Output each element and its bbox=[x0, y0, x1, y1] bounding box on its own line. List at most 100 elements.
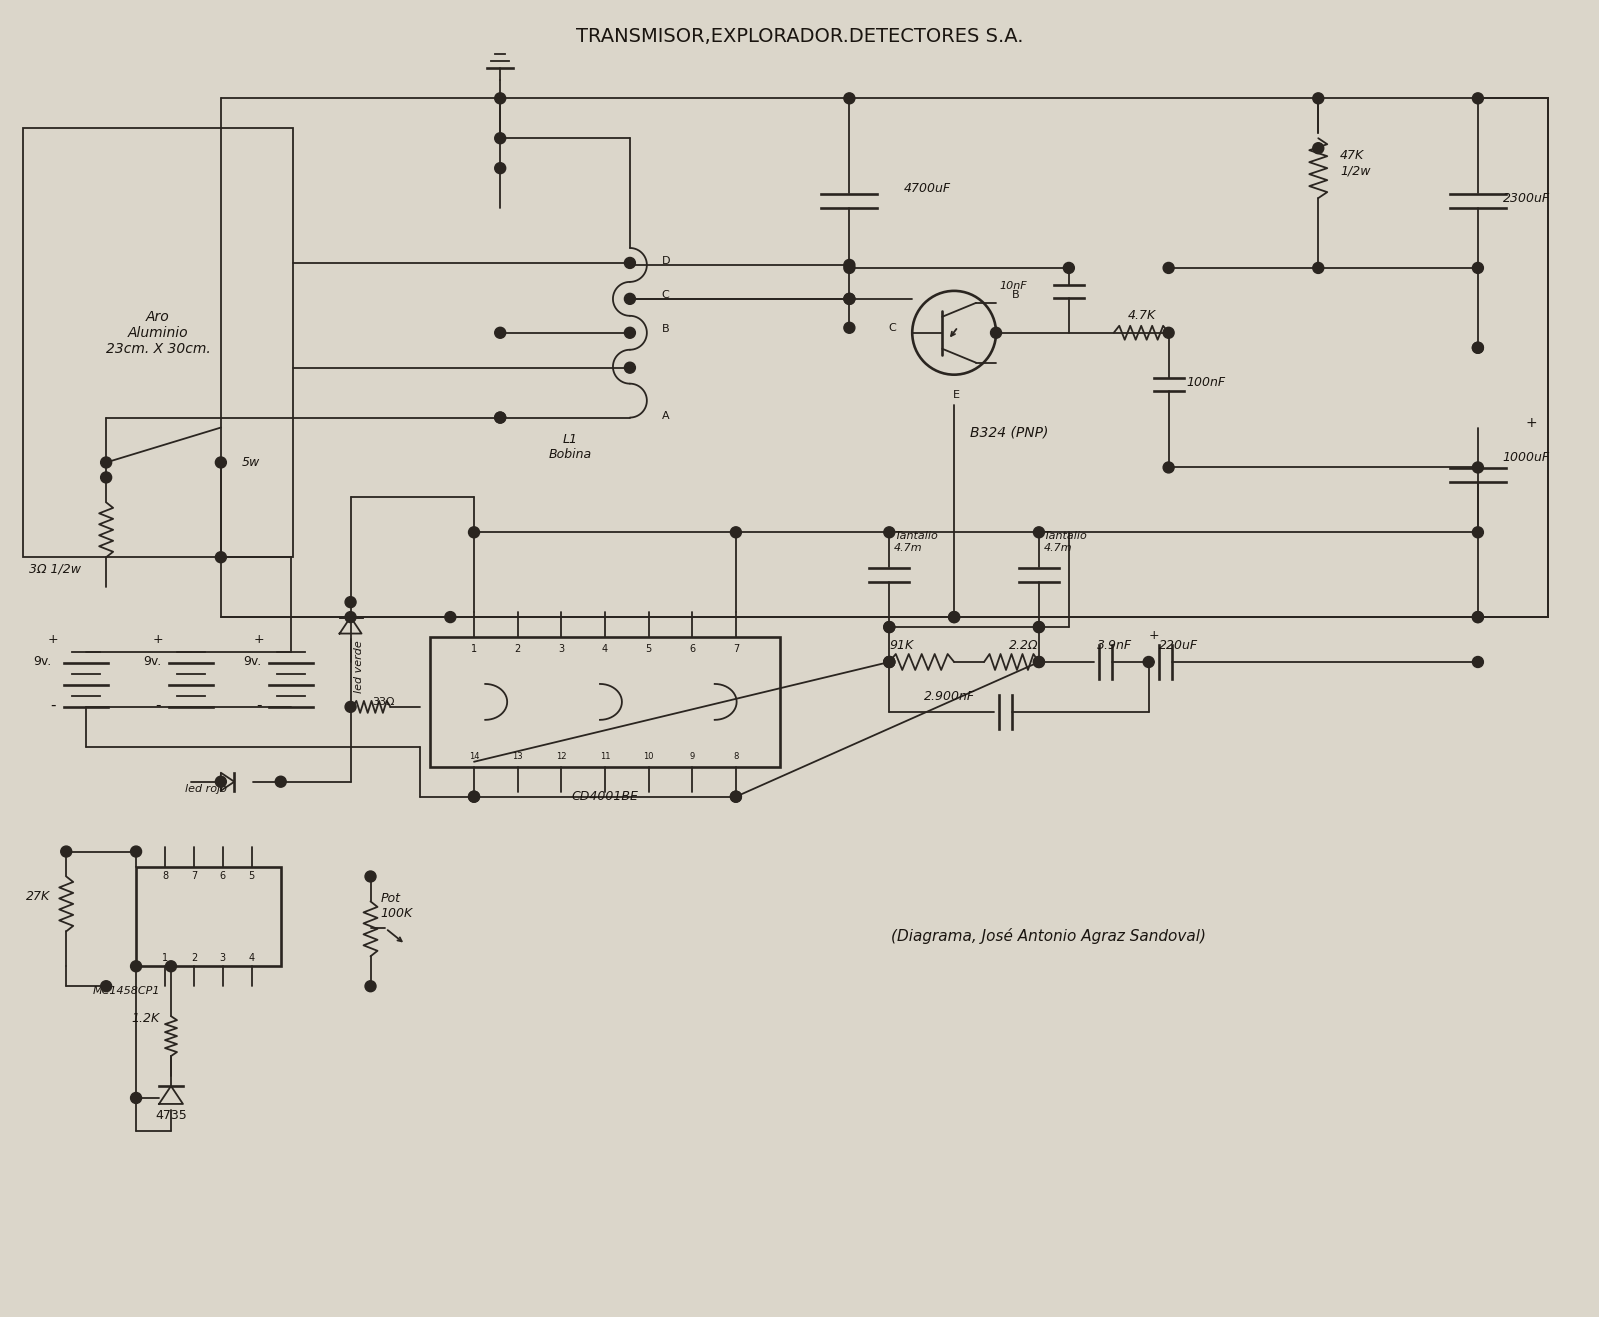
Circle shape bbox=[1162, 262, 1174, 274]
Text: +: + bbox=[1525, 416, 1537, 429]
Circle shape bbox=[1033, 656, 1044, 668]
Circle shape bbox=[101, 981, 112, 992]
Text: 9v.: 9v. bbox=[243, 656, 261, 669]
Text: 47K
1/2w: 47K 1/2w bbox=[1340, 149, 1370, 178]
Circle shape bbox=[1033, 656, 1044, 668]
Circle shape bbox=[884, 656, 895, 668]
Circle shape bbox=[1473, 262, 1484, 274]
Text: MC1458CP1: MC1458CP1 bbox=[93, 986, 160, 996]
Text: 3.9nF: 3.9nF bbox=[1097, 639, 1132, 652]
Text: 3: 3 bbox=[219, 954, 225, 963]
Circle shape bbox=[1143, 656, 1154, 668]
Circle shape bbox=[884, 656, 895, 668]
Circle shape bbox=[1033, 527, 1044, 537]
Text: Pot
100K: Pot 100K bbox=[381, 893, 413, 921]
Text: A: A bbox=[662, 411, 670, 420]
Circle shape bbox=[1313, 142, 1324, 154]
Bar bbox=[430, 637, 780, 766]
Text: +: + bbox=[154, 632, 163, 645]
Text: 9v.: 9v. bbox=[142, 656, 161, 669]
Circle shape bbox=[345, 702, 357, 712]
Circle shape bbox=[1473, 462, 1484, 473]
Text: 14: 14 bbox=[469, 752, 480, 761]
Circle shape bbox=[948, 611, 959, 623]
Text: Tantalio
4.7m: Tantalio 4.7m bbox=[1044, 532, 1087, 553]
Text: 4: 4 bbox=[601, 644, 608, 655]
Circle shape bbox=[844, 294, 855, 304]
Text: Tantalio
4.7m: Tantalio 4.7m bbox=[894, 532, 939, 553]
Text: TRANSMISOR,EXPLORADOR.DETECTORES S.A.: TRANSMISOR,EXPLORADOR.DETECTORES S.A. bbox=[576, 26, 1023, 46]
Text: (Diagrama, José Antonio Agraz Sandoval): (Diagrama, José Antonio Agraz Sandoval) bbox=[891, 928, 1206, 944]
Text: +: + bbox=[1148, 628, 1159, 641]
Text: B: B bbox=[662, 324, 670, 333]
Circle shape bbox=[1473, 342, 1484, 353]
Circle shape bbox=[345, 597, 357, 607]
Text: 11: 11 bbox=[600, 752, 611, 761]
Text: 33Ω: 33Ω bbox=[373, 697, 395, 707]
Circle shape bbox=[494, 163, 505, 174]
Text: -: - bbox=[155, 698, 161, 712]
Circle shape bbox=[1473, 611, 1484, 623]
Circle shape bbox=[731, 527, 742, 537]
Text: 9v.: 9v. bbox=[34, 656, 51, 669]
Text: led rojo: led rojo bbox=[185, 784, 227, 794]
Circle shape bbox=[1473, 656, 1484, 668]
Circle shape bbox=[101, 471, 112, 483]
Text: 12: 12 bbox=[556, 752, 566, 761]
Circle shape bbox=[990, 328, 1001, 338]
Text: Aro
Aluminio
23cm. X 30cm.: Aro Aluminio 23cm. X 30cm. bbox=[106, 309, 211, 356]
Circle shape bbox=[844, 259, 855, 270]
Circle shape bbox=[1063, 262, 1075, 274]
Text: 2.2Ω: 2.2Ω bbox=[1009, 639, 1038, 652]
Text: 10: 10 bbox=[643, 752, 654, 761]
Text: C: C bbox=[889, 323, 897, 333]
Circle shape bbox=[131, 961, 142, 972]
Circle shape bbox=[494, 412, 505, 423]
Circle shape bbox=[166, 961, 176, 972]
Circle shape bbox=[884, 622, 895, 632]
Text: 4700uF: 4700uF bbox=[905, 182, 951, 195]
Circle shape bbox=[844, 92, 855, 104]
Text: C: C bbox=[662, 290, 670, 300]
Text: 100nF: 100nF bbox=[1186, 377, 1226, 389]
Text: 6: 6 bbox=[219, 872, 225, 881]
Circle shape bbox=[948, 611, 959, 623]
Text: E: E bbox=[953, 390, 959, 399]
Text: 3Ω 1/2w: 3Ω 1/2w bbox=[29, 562, 82, 576]
Text: +: + bbox=[48, 632, 59, 645]
Circle shape bbox=[1473, 611, 1484, 623]
Circle shape bbox=[884, 527, 895, 537]
Text: 1: 1 bbox=[472, 644, 477, 655]
Circle shape bbox=[625, 257, 635, 269]
Circle shape bbox=[625, 328, 635, 338]
Text: L1
Bobina: L1 Bobina bbox=[548, 433, 592, 461]
Circle shape bbox=[1162, 328, 1174, 338]
Text: 7: 7 bbox=[190, 872, 197, 881]
Circle shape bbox=[445, 611, 456, 623]
Circle shape bbox=[61, 846, 72, 857]
Text: 5: 5 bbox=[249, 872, 254, 881]
Circle shape bbox=[731, 792, 742, 802]
Circle shape bbox=[216, 457, 227, 468]
Circle shape bbox=[1313, 262, 1324, 274]
Circle shape bbox=[625, 294, 635, 304]
Circle shape bbox=[494, 328, 505, 338]
Text: 3: 3 bbox=[558, 644, 564, 655]
Text: 1: 1 bbox=[161, 954, 168, 963]
Text: CD4001BE: CD4001BE bbox=[571, 790, 638, 803]
Circle shape bbox=[469, 792, 480, 802]
Text: 1.2K: 1.2K bbox=[131, 1011, 160, 1025]
Circle shape bbox=[844, 294, 855, 304]
Circle shape bbox=[844, 262, 855, 274]
Text: 5w: 5w bbox=[241, 456, 261, 469]
Circle shape bbox=[131, 1093, 142, 1104]
Text: led verde: led verde bbox=[353, 640, 363, 693]
Text: 4735: 4735 bbox=[155, 1109, 187, 1122]
Text: 2: 2 bbox=[190, 954, 197, 963]
Circle shape bbox=[469, 792, 480, 802]
Text: 13: 13 bbox=[512, 752, 523, 761]
Text: 1000uF: 1000uF bbox=[1503, 450, 1549, 464]
Circle shape bbox=[216, 552, 227, 562]
Text: 91K: 91K bbox=[889, 639, 913, 652]
Circle shape bbox=[625, 362, 635, 373]
